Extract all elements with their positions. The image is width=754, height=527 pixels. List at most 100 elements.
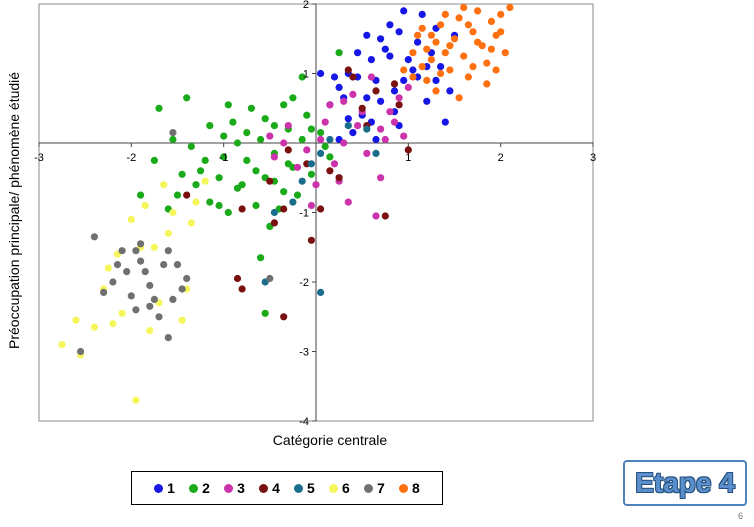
data-point-series-8 <box>483 80 491 88</box>
legend-marker-icon <box>398 483 408 493</box>
data-point-series-1 <box>317 69 325 78</box>
data-point-series-3 <box>377 174 385 182</box>
data-point-series-8 <box>506 3 514 12</box>
data-point-series-3 <box>307 201 315 210</box>
data-point-series-6 <box>192 198 200 206</box>
data-point-series-8 <box>427 56 435 64</box>
data-point-series-2 <box>252 167 260 175</box>
data-point-series-6 <box>109 320 117 328</box>
data-point-series-6 <box>169 208 177 217</box>
data-point-series-2 <box>215 201 223 210</box>
data-point-series-2 <box>326 153 334 161</box>
data-point-series-8 <box>497 10 505 18</box>
data-point-series-1 <box>395 28 403 36</box>
data-point-series-1 <box>414 38 422 46</box>
legend-item-2: 2 <box>189 480 210 496</box>
data-point-series-4 <box>284 146 292 154</box>
data-point-series-1 <box>446 87 454 95</box>
data-point-series-4 <box>349 73 357 81</box>
data-point-series-4 <box>238 285 246 293</box>
data-point-series-7 <box>132 247 140 255</box>
y-tick-label: -3 <box>299 347 309 359</box>
x-axis-label: Catégorie centrale <box>272 432 388 448</box>
data-point-series-8 <box>437 21 445 29</box>
legend-label: 6 <box>342 480 350 496</box>
x-tick-label: 2 <box>498 152 504 164</box>
data-point-series-7 <box>169 295 177 303</box>
data-point-series-1 <box>404 56 412 64</box>
data-point-series-4 <box>381 212 389 220</box>
data-point-series-2 <box>317 129 325 137</box>
data-point-series-8 <box>441 49 449 57</box>
x-tick-label: 3 <box>590 152 596 164</box>
data-point-series-2 <box>224 101 232 109</box>
data-point-series-1 <box>363 94 371 102</box>
data-point-series-3 <box>344 198 352 206</box>
legend-item-3: 3 <box>224 480 245 496</box>
data-point-series-3 <box>377 125 385 133</box>
data-point-series-7 <box>169 129 177 137</box>
data-point-series-7 <box>109 278 117 286</box>
data-point-series-7 <box>127 292 135 300</box>
data-point-series-5 <box>298 177 306 185</box>
data-point-series-8 <box>464 21 472 29</box>
data-point-series-5 <box>344 122 352 130</box>
data-point-series-7 <box>132 306 140 314</box>
data-point-series-2 <box>280 101 288 109</box>
data-point-series-6 <box>118 309 126 317</box>
data-point-series-8 <box>474 38 482 46</box>
data-point-series-8 <box>487 17 495 25</box>
data-point-series-2 <box>192 181 200 189</box>
data-point-series-4 <box>372 87 380 95</box>
data-point-series-7 <box>118 247 126 255</box>
data-point-series-6 <box>187 219 195 227</box>
data-point-series-2 <box>307 125 315 133</box>
data-point-series-3 <box>349 90 357 98</box>
data-point-series-3 <box>367 73 375 81</box>
data-point-series-2 <box>137 191 145 199</box>
data-point-series-2 <box>238 181 246 189</box>
data-point-series-1 <box>354 49 362 57</box>
data-point-series-8 <box>423 76 431 84</box>
data-point-series-7 <box>90 233 98 241</box>
legend-marker-icon <box>329 483 339 493</box>
data-point-series-8 <box>455 94 463 102</box>
data-point-series-2 <box>261 115 269 123</box>
legend-label: 1 <box>167 480 175 496</box>
data-point-series-8 <box>497 28 505 36</box>
data-point-series-1 <box>349 129 357 137</box>
data-point-series-3 <box>270 153 278 161</box>
data-point-series-1 <box>400 7 408 15</box>
data-point-series-7 <box>141 268 149 276</box>
data-point-series-4 <box>404 146 412 154</box>
data-point-series-4 <box>326 167 334 175</box>
data-point-series-1 <box>437 63 445 71</box>
data-point-series-3 <box>266 132 274 140</box>
data-point-series-5 <box>270 208 278 217</box>
data-point-series-4 <box>307 236 315 244</box>
data-point-series-8 <box>437 69 445 78</box>
data-point-series-7 <box>155 313 163 321</box>
legend-label: 4 <box>272 480 280 496</box>
data-point-series-1 <box>400 76 408 84</box>
data-point-series-3 <box>280 139 288 147</box>
data-point-series-2 <box>243 129 251 137</box>
data-point-series-2 <box>224 208 232 217</box>
data-point-series-1 <box>409 66 417 74</box>
data-point-series-3 <box>284 122 292 130</box>
data-point-series-8 <box>501 49 509 57</box>
data-point-series-4 <box>233 274 242 283</box>
data-point-series-2 <box>307 170 315 178</box>
data-point-series-8 <box>460 52 468 60</box>
data-point-series-8 <box>469 28 477 36</box>
data-point-series-2 <box>257 135 265 144</box>
legend-item-5: 5 <box>294 480 315 496</box>
legend: 1 2 3 4 5 6 7 8 <box>131 471 443 505</box>
data-point-series-3 <box>404 83 412 91</box>
data-point-series-3 <box>390 118 399 126</box>
x-tick-label: -3 <box>34 152 44 164</box>
x-tick-label: -1 <box>219 152 229 164</box>
data-point-series-2 <box>206 122 214 130</box>
data-point-series-4 <box>280 205 288 213</box>
